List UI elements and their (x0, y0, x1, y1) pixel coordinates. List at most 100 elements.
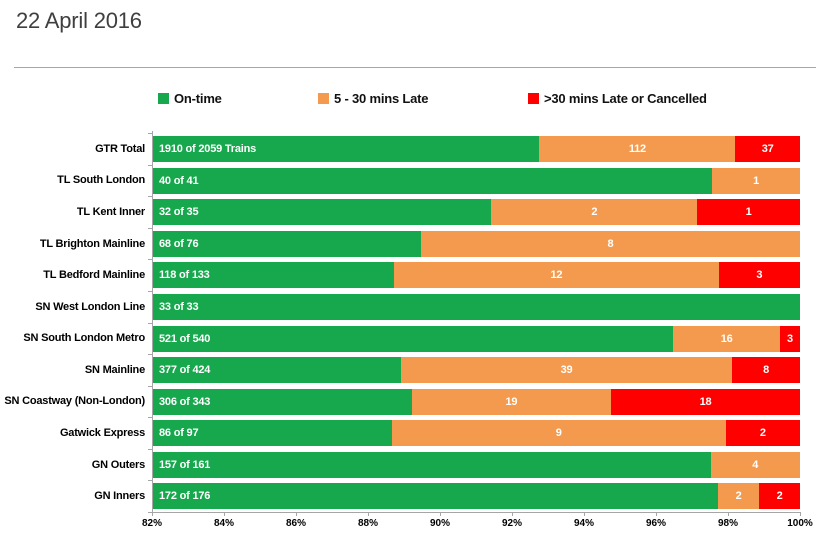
row-label: TL South London (57, 174, 145, 187)
bar-value-label: 18 (699, 395, 712, 408)
bar-track: 118 of 133 12 3 (152, 262, 800, 289)
category-axis-tick (148, 385, 152, 387)
bar-value-label: 2 (759, 427, 766, 440)
bar-segment-ontime: 377 of 424 (152, 357, 401, 384)
bar-value-label: 1 (753, 174, 760, 187)
legend-item-cancelled: >30 mins Late or Cancelled (528, 90, 707, 106)
chart-row: GN Outers 157 of 161 4 (0, 449, 830, 481)
category-axis-tick (148, 290, 152, 292)
category-axis-tick (148, 417, 152, 419)
value-axis-tick-label: 100% (787, 518, 813, 529)
value-axis-tick (584, 512, 585, 516)
chart-row: SN South London Metro 521 of 540 16 3 (0, 323, 830, 355)
page-title: 22 April 2016 (16, 8, 142, 33)
bar-track: 1910 of 2059 Trains 112 37 (152, 136, 800, 162)
chart-rows: GTR Total 1910 of 2059 Trains 112 37 TL Sout… (0, 133, 830, 512)
bar-value-label: 32 of 35 (159, 206, 199, 219)
category-axis-tick (148, 259, 152, 261)
bar-value-label: 8 (607, 237, 614, 250)
legend-swatch-ontime (158, 92, 169, 104)
category-axis-tick (148, 133, 152, 134)
chart-row: GN Inners 172 of 176 2 2 (0, 480, 830, 512)
bar-value-label: 68 of 76 (159, 237, 199, 250)
bar-segment-ontime: 32 of 35 (152, 199, 492, 226)
bar-value-label: 112 (628, 143, 646, 155)
bar-segment-cancelled: 37 (735, 136, 800, 162)
bar-segment-cancelled: 8 (732, 357, 800, 384)
bar-value-label: 118 of 133 (159, 269, 210, 282)
value-axis-tick (800, 512, 801, 516)
bar-value-label: 172 of 176 (159, 490, 211, 503)
bar-segment-ontime: 157 of 161 (152, 451, 711, 478)
category-axis-tick (148, 512, 152, 513)
bar-track: 157 of 161 4 (152, 451, 800, 478)
bar-track: 172 of 176 2 2 (152, 483, 800, 510)
bar-value-label: 2 (735, 490, 742, 503)
bar-value-label: 37 (761, 143, 774, 155)
bar-track: 40 of 41 1 (152, 167, 800, 194)
bar-value-label: 39 (560, 364, 573, 377)
bar-segment-cancelled: 1 (697, 199, 800, 226)
value-axis-tick-label: 96% (645, 518, 666, 529)
row-label: GN Outers (91, 458, 145, 471)
bar-segment-ontime: 118 of 133 (152, 262, 394, 289)
chart-row: TL Brighton Mainline 68 of 76 8 (0, 228, 830, 260)
legend-item-late: 5 - 30 mins Late (318, 90, 429, 106)
bar-value-label: 8 (763, 364, 769, 377)
bar-track: 68 of 76 8 (152, 230, 800, 257)
bar-track: 521 of 540 16 3 (152, 325, 800, 352)
bar-value-label: 12 (550, 269, 563, 282)
bar-segment-ontime: 33 of 33 (152, 293, 800, 320)
bar-segment-ontime: 86 of 97 (152, 420, 392, 447)
bar-value-label: 157 of 161 (159, 458, 211, 471)
category-axis-line (148, 131, 153, 513)
bar-segment-late: 8 (421, 230, 800, 257)
bar-value-label: 86 of 97 (159, 427, 199, 440)
value-axis-tick-label: 84% (213, 518, 234, 529)
bar-value-label: 3 (756, 269, 763, 282)
bar-segment-late: 112 (539, 136, 736, 162)
bar-value-label: 1910 of 2059 Trains (159, 143, 257, 155)
bar-segment-cancelled: 2 (725, 420, 800, 447)
bar-track: 86 of 97 9 2 (152, 420, 800, 447)
bar-value-label: 306 of 343 (159, 395, 211, 408)
category-axis-tick (148, 227, 152, 229)
bar-value-label: 9 (555, 427, 562, 440)
value-axis-tick-label: 92% (501, 518, 522, 529)
chart-row: SN Coastway (Non-London) 306 of 343 19 18 (0, 386, 830, 418)
bar-value-label: 2 (776, 490, 783, 503)
bar-value-label: 33 of 33 (159, 300, 199, 313)
chart-row: TL Kent Inner 32 of 35 2 1 (0, 196, 830, 228)
legend-item-ontime: On-time (158, 90, 222, 106)
legend-label: >30 mins Late or Cancelled (544, 90, 707, 106)
bar-value-label: 19 (505, 395, 518, 408)
bar-value-label: 521 of 540 (159, 332, 211, 345)
category-axis-tick (148, 354, 152, 356)
bar-track: 306 of 343 19 18 (152, 388, 800, 415)
row-label: SN Mainline (84, 363, 145, 376)
value-axis-tick (224, 512, 225, 516)
chart-row: TL Bedford Mainline 118 of 133 12 3 (0, 259, 830, 291)
bar-segment-ontime: 40 of 41 (152, 167, 713, 194)
value-axis-tick (728, 512, 729, 516)
legend-swatch-cancelled (528, 92, 539, 104)
value-axis-tick-label: 94% (573, 518, 594, 529)
bar-segment-late: 39 (400, 357, 733, 384)
chart-row: SN Mainline 377 of 424 39 8 (0, 354, 830, 386)
category-axis-tick (148, 448, 152, 450)
bar-value-label: 40 of 41 (159, 174, 199, 187)
bar-value-label: 3 (787, 332, 793, 345)
bar-value-label: 377 of 424 (159, 364, 211, 377)
row-label: GN Inners (94, 490, 145, 503)
row-label: TL Kent Inner (76, 205, 145, 218)
bar-segment-ontime: 1910 of 2059 Trains (152, 136, 540, 162)
chart-row: GTR Total 1910 of 2059 Trains 112 37 (0, 133, 830, 165)
row-label: TL Bedford Mainline (43, 269, 145, 282)
bar-segment-late: 2 (718, 483, 760, 510)
chart-row: Gatwick Express 86 of 97 9 2 (0, 417, 830, 449)
bar-segment-ontime: 68 of 76 (152, 230, 422, 257)
value-axis-tick-label: 82% (141, 518, 162, 529)
bar-segment-late: 1 (712, 167, 800, 194)
